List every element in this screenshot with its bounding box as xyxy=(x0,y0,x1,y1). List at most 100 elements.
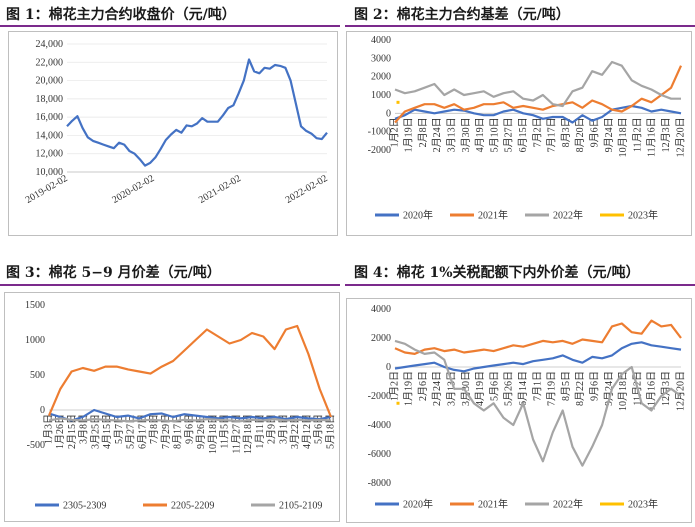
legend-label: 2023年 xyxy=(628,209,658,222)
series-point xyxy=(396,401,400,405)
series-point xyxy=(396,100,400,104)
legend-label: 2020年 xyxy=(403,498,433,511)
x-tick-label: 12月20日 xyxy=(674,117,686,157)
legend-label: 2021年 xyxy=(478,498,508,511)
x-tick-label: 3月25日 xyxy=(89,414,101,449)
y-tick-label: 1000 xyxy=(25,335,45,346)
y-tick-label: 1500 xyxy=(25,300,45,311)
chart-title-4: 图 4：棉花 1%关税配额下内外价差（元/吨） xyxy=(354,265,640,281)
x-tick-label: 4月19日 xyxy=(474,117,486,152)
x-tick-label: 8月5日 xyxy=(560,371,572,401)
x-tick-label: 9月6日 xyxy=(588,371,600,401)
legend-label: 2023年 xyxy=(628,498,658,511)
x-tick-label: 5月27日 xyxy=(503,117,515,152)
x-tick-label: 2月24日 xyxy=(431,117,443,152)
legend-label: 2022年 xyxy=(553,498,583,511)
y-tick-label: -8000 xyxy=(368,478,391,489)
series-line-3 xyxy=(394,339,682,467)
x-tick-label: 9月6日 xyxy=(183,414,195,444)
x-tick-label: 11月16日 xyxy=(646,371,658,411)
x-tick-label: 12月3日 xyxy=(660,371,672,406)
x-tick-label: 5月27日 xyxy=(125,414,137,449)
x-tick-label: 5月10日 xyxy=(488,117,500,152)
x-tick-label: 6月14日 xyxy=(517,371,529,406)
y-tick-label: 22,000 xyxy=(36,57,64,68)
x-tick-label: 11月27日 xyxy=(230,414,242,454)
title-rule-3 xyxy=(0,284,340,286)
legend-label: 2205-2209 xyxy=(171,501,214,512)
chart-box-1: 10,000 12,000 14,000 16,000 18,000 20,000 22,0… xyxy=(8,31,338,236)
chart-box-4: 4000 2000 0 -2000 -4000 -6000 -8000 1月2日 1月19日 2月… xyxy=(346,298,692,523)
y-tick-label: 0 xyxy=(386,108,391,119)
y-tick-label: 4000 xyxy=(371,304,391,315)
series-line-1 xyxy=(66,58,328,167)
x-tick-label: 5月6日 xyxy=(488,371,500,401)
x-tick-label: 1月2日 xyxy=(388,371,400,401)
x-tick-label: 11月16日 xyxy=(646,117,658,157)
legend-label: 2105-2109 xyxy=(279,501,322,512)
x-tick-label: 5月6日 xyxy=(313,414,325,444)
series-line-1 xyxy=(394,341,682,373)
y-tick-label: -2000 xyxy=(368,145,391,156)
x-tick-label: 3月22日 xyxy=(289,414,301,449)
x-tick-label: 9月24日 xyxy=(603,117,615,152)
x-tick-label: 3月30日 xyxy=(460,117,472,152)
x-tick-label: 2020-02-02 xyxy=(110,173,156,206)
y-tick-label: 20,000 xyxy=(36,76,64,87)
x-tick-label: 1月2日 xyxy=(388,117,400,147)
y-tick-label: 18,000 xyxy=(36,94,64,105)
y-tick-label: 24,000 xyxy=(36,39,64,50)
x-tick-label: 10月18日 xyxy=(617,371,629,411)
series-line-1 xyxy=(48,408,332,422)
chart-1-svg: 10,000 12,000 14,000 16,000 18,000 20,000 22,0… xyxy=(24,39,330,206)
x-tick-label: 8月20日 xyxy=(574,117,586,152)
y-tick-label: -4000 xyxy=(368,420,391,431)
x-tick-label: 12月3日 xyxy=(660,117,672,152)
x-tick-label: 2021-02-02 xyxy=(197,173,243,206)
y-tick-label: 0 xyxy=(40,405,45,416)
y-tick-label: 4000 xyxy=(371,35,391,46)
x-tick-label: 2022-02-02 xyxy=(284,173,330,206)
x-tick-label: 2月6日 xyxy=(417,371,429,401)
y-tick-label: 12,000 xyxy=(36,149,64,160)
x-tick-label: 2月15日 xyxy=(66,414,78,449)
x-tick-label: 11月5日 xyxy=(219,414,231,449)
x-tick-label: 7月17日 xyxy=(546,117,558,152)
y-tick-label: 10,000 xyxy=(36,167,64,178)
chart-title-1: 图 1：棉花主力合约收盘价（元/吨） xyxy=(6,7,236,23)
y-tick-label: 16,000 xyxy=(36,112,64,123)
x-tick-label: 7月1日 xyxy=(531,371,543,401)
x-tick-label: 8月17日 xyxy=(172,414,184,449)
x-tick-label: 5月26日 xyxy=(503,371,515,406)
x-tick-label: 9月26日 xyxy=(195,414,207,449)
y-tick-label: 2000 xyxy=(371,72,391,83)
x-tick-label: 1月19日 xyxy=(403,371,415,406)
x-tick-label: 10月18日 xyxy=(617,117,629,157)
x-tick-label: 6月17日 xyxy=(136,414,148,449)
x-tick-label: 7月8日 xyxy=(148,414,160,444)
x-tick-label: 9月6日 xyxy=(588,117,600,147)
x-tick-label: 3月13日 xyxy=(445,371,457,406)
x-tick-label: 12月18日 xyxy=(242,414,254,454)
title-rule-4 xyxy=(345,284,695,286)
legend-label: 2020年 xyxy=(403,209,433,222)
chart-box-3: 1500 1000 500 0 -500 1月3日 1月26日 2月15日 3月8日 3月25日 4… xyxy=(4,292,340,522)
series-line-2 xyxy=(394,65,683,124)
x-tick-label: 10月18日 xyxy=(207,414,219,454)
chart-title-3: 图 3：棉花 5−9 月价差（元/吨） xyxy=(6,265,221,281)
y-tick-label: 3000 xyxy=(371,53,391,64)
x-tick-label: 5月18日 xyxy=(324,414,336,449)
y-tick-label: 0 xyxy=(386,362,391,373)
x-tick-label: 1月11日 xyxy=(254,414,266,449)
x-tick-label: 1月3日 xyxy=(42,414,54,444)
x-tick-label: 2月8日 xyxy=(417,117,429,147)
x-tick-label: 1月19日 xyxy=(403,117,415,152)
y-tick-label: 2000 xyxy=(371,333,391,344)
x-tick-label: 7月2日 xyxy=(531,117,543,147)
y-tick-label: -1000 xyxy=(368,127,391,138)
x-tick-label: 4月12日 xyxy=(301,414,313,449)
x-tick-label: 7月19日 xyxy=(546,371,558,406)
y-tick-label: -6000 xyxy=(368,449,391,460)
